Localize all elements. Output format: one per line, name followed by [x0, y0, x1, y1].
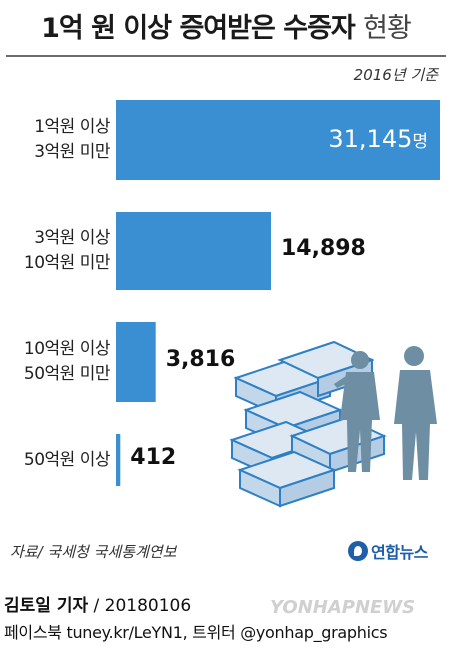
category-label-4: 50억원 이상 [0, 448, 111, 473]
basis-note: 2016년 기준 [353, 66, 438, 84]
value-label-2: 14,898 [281, 236, 366, 261]
category-label-line: 50억원 이상 [23, 449, 111, 470]
category-label-line: 10억원 이상 [23, 339, 111, 359]
illustration-group [229, 340, 437, 508]
value-number: 31,145 [328, 125, 413, 153]
bar-chart [116, 100, 440, 508]
byline-date: / 20180106 [88, 596, 192, 616]
infographic-frame: 1억 원 이상 증여받은 수증자 현황 2016년 기준 [0, 6, 452, 563]
yonhap-logo: 연합뉴스 [348, 539, 428, 563]
title-suffix: 현황 [363, 13, 412, 44]
yonhap-logo-icon [348, 541, 368, 561]
value-label-4: 412 [130, 445, 176, 470]
bar-1 [116, 100, 440, 180]
logo-text: 연합뉴스 [371, 543, 428, 562]
bar-2 [116, 212, 271, 290]
bar-4 [116, 434, 121, 486]
bar-3 [116, 322, 156, 402]
category-label-line: 3억원 이상 [34, 228, 110, 248]
value-number: 412 [130, 445, 177, 470]
value-label-3: 3,816 [166, 347, 236, 372]
byline-name: 김토일 기자 [4, 596, 89, 616]
byline: 김토일 기자 / 20180106 [4, 591, 191, 616]
category-label-line: 10억원 미만 [23, 253, 111, 273]
social-links: 페이스북 tuney.kr/LeYN1, 트위터 @yonhap_graphic… [4, 623, 388, 642]
value-label-1: 31,145명 [328, 125, 428, 153]
category-label-3: 10억원 이상 50억원 미만 [0, 337, 111, 387]
value-number: 3,816 [165, 347, 236, 372]
title-main: 1억 원 이상 증여받은 수증자 [41, 13, 356, 44]
category-label-1: 1억원 이상 3억원 미만 [0, 115, 110, 165]
category-label-2: 3억원 이상 10억원 미만 [0, 226, 111, 276]
category-label-line: 3억원 미만 [34, 142, 110, 162]
page-title: 1억 원 이상 증여받은 수증자 현황 [0, 6, 452, 45]
value-number: 14,898 [280, 236, 366, 261]
people-silhouette-icon [334, 346, 437, 480]
source-note: 자료/ 국세청 국세통계연보 [10, 543, 177, 561]
bars-group [116, 100, 440, 486]
title-divider [6, 55, 446, 57]
category-label-line: 50억원 미만 [23, 364, 111, 384]
category-label-line: 1억원 이상 [34, 117, 110, 137]
value-unit: 명 [412, 132, 428, 152]
watermark: YONHAPNEWS [270, 597, 416, 618]
